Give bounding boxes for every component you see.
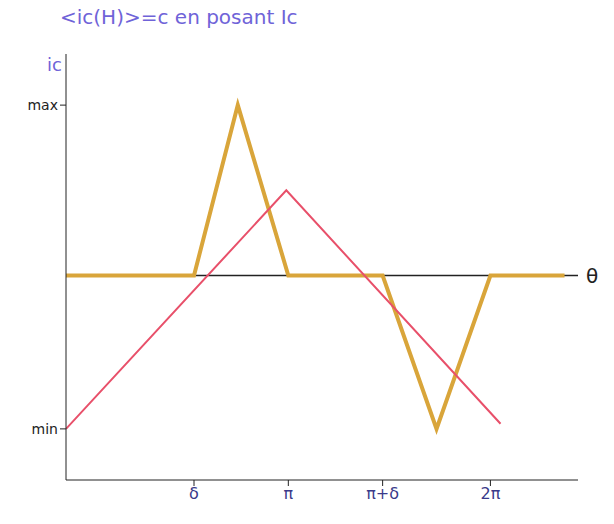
svg-text:max: max	[27, 97, 58, 113]
svg-text:π: π	[283, 484, 293, 503]
svg-text:ic: ic	[47, 54, 62, 75]
html-text:<ic(H)>=c en posant Ic: <ic(H)>=c en posant Ic	[60, 5, 298, 29]
svg-text:δ: δ	[189, 484, 199, 503]
svg-text:π+δ: π+δ	[366, 484, 399, 503]
svg-text:min: min	[32, 421, 58, 437]
svg-text:2π: 2π	[481, 484, 501, 503]
svg-text:θ: θ	[586, 264, 598, 288]
